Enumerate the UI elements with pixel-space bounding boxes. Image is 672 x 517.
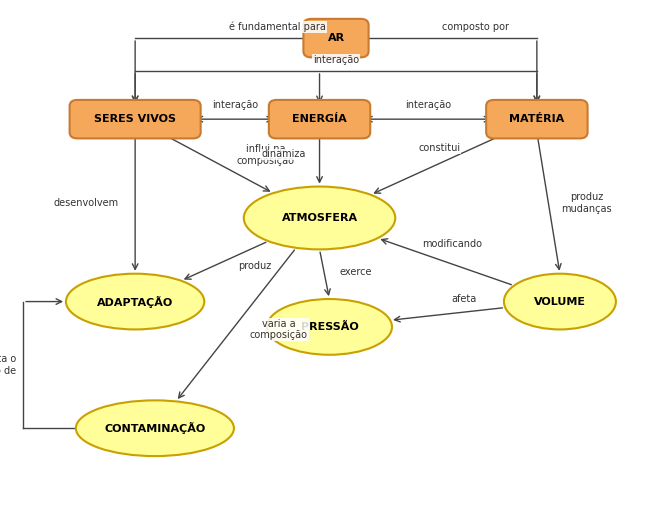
Text: interação: interação	[405, 100, 452, 110]
Text: afeta o
desenvolvimento de: afeta o desenvolvimento de	[0, 354, 17, 376]
Text: AR: AR	[327, 33, 345, 43]
Text: interação: interação	[212, 100, 258, 110]
Text: PRESSÃO: PRESSÃO	[300, 322, 358, 332]
Text: SERES VIVOS: SERES VIVOS	[94, 114, 176, 124]
Text: desenvolvem: desenvolvem	[53, 198, 118, 208]
Text: VOLUME: VOLUME	[534, 297, 586, 307]
Text: dinamiza: dinamiza	[261, 149, 306, 159]
Text: afeta: afeta	[452, 294, 477, 303]
Text: interação: interação	[313, 55, 359, 65]
Text: MATÉRIA: MATÉRIA	[509, 114, 564, 124]
Text: composto por: composto por	[442, 22, 509, 32]
Text: varia a
composição: varia a composição	[250, 319, 308, 341]
FancyBboxPatch shape	[70, 100, 201, 139]
Text: CONTAMINAÇÃO: CONTAMINAÇÃO	[104, 422, 206, 434]
FancyBboxPatch shape	[269, 100, 370, 139]
Text: produz: produz	[238, 261, 271, 271]
Text: ATMOSFERA: ATMOSFERA	[282, 213, 358, 223]
Ellipse shape	[76, 400, 234, 456]
FancyBboxPatch shape	[486, 100, 587, 139]
FancyBboxPatch shape	[303, 19, 369, 57]
Text: constitui: constitui	[418, 143, 460, 154]
Ellipse shape	[267, 299, 392, 355]
Text: ENERGÍA: ENERGÍA	[292, 114, 347, 124]
Text: é fundamental para: é fundamental para	[229, 22, 326, 32]
Text: exerce: exerce	[339, 267, 372, 277]
Ellipse shape	[66, 273, 204, 329]
Text: produz
mudanças: produz mudanças	[561, 192, 612, 214]
Ellipse shape	[244, 187, 395, 249]
Text: modificando: modificando	[423, 239, 482, 249]
Ellipse shape	[504, 273, 616, 329]
Text: ADAPTAÇÃO: ADAPTAÇÃO	[97, 296, 173, 308]
Text: influi na
composição: influi na composição	[237, 144, 295, 166]
